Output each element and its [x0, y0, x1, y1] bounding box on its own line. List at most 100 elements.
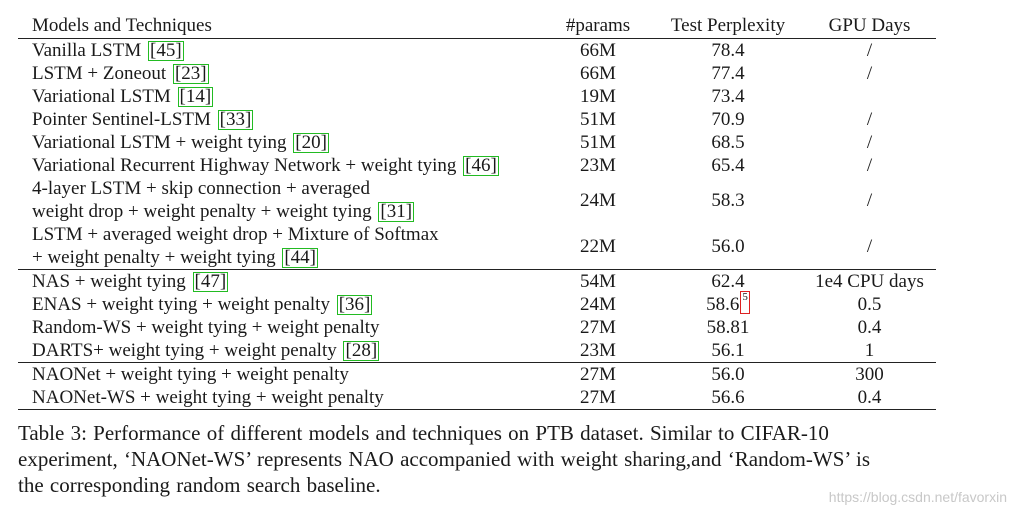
cell-model: LSTM + Zoneout [23]	[18, 62, 543, 85]
cell-gpu-days: /	[866, 132, 873, 153]
cell-params: 27M	[543, 362, 653, 386]
header-perplexity: Test Perplexity	[653, 14, 803, 39]
model-name-text: NAONet-WS + weight tying + weight penalt…	[32, 387, 384, 408]
model-name-text: DARTS+ weight tying + weight penalty	[32, 340, 337, 361]
table-row: Variational Recurrent Highway Network + …	[18, 154, 936, 177]
cell-perplexity: 70.9	[653, 108, 803, 131]
citation-link[interactable]: [20]	[293, 132, 329, 153]
cell-params: 22M	[580, 235, 616, 257]
cell-params: 19M	[580, 86, 616, 107]
citation-link[interactable]: [44]	[282, 247, 318, 268]
table-header-row: Models and Techniques #params Test Perpl…	[18, 14, 936, 39]
table-body: Vanilla LSTM [45] 66M 78.4/LSTM + Zoneout …	[18, 39, 936, 410]
cell-params: 23M	[580, 155, 616, 176]
citation-number: 31	[386, 201, 406, 222]
table-row: 4-layer LSTM + skip connection + average…	[18, 177, 936, 223]
citation-link[interactable]: [33]	[217, 109, 254, 130]
citation-link[interactable]: [36]	[336, 294, 373, 315]
model-name-line: Variational LSTM + weight tying [20]	[32, 131, 543, 154]
cell-gpu-days: /	[866, 63, 873, 84]
model-name-line: Random-WS + weight tying + weight penalt…	[32, 316, 543, 339]
cell-perplexity: 58.81	[653, 316, 803, 339]
cell-gpu-days: 1e4 CPU days	[803, 269, 936, 293]
citation-link[interactable]: [28]	[343, 340, 380, 361]
citation-link[interactable]: [31]	[378, 201, 415, 222]
model-name-text: Variational LSTM + weight tying	[32, 132, 287, 153]
cell-params: 54M	[543, 269, 653, 293]
cell-gpu-days: /	[866, 189, 873, 211]
model-name-line: DARTS+ weight tying + weight penalty [28…	[32, 339, 543, 362]
cell-model: Pointer Sentinel-LSTM [33]	[18, 108, 543, 131]
citation-number: 45	[156, 40, 176, 61]
table-row: Vanilla LSTM [45] 66M 78.4 /	[18, 39, 936, 63]
header-models: Models and Techniques	[18, 14, 543, 39]
cell-perplexity: 62.4	[653, 269, 803, 293]
citation-number: 44	[290, 247, 310, 268]
cell-params: 23M	[580, 340, 616, 361]
model-name-text: LSTM + Zoneout	[32, 63, 167, 84]
citation-link[interactable]: [45]	[148, 40, 184, 61]
citation-number: 23	[181, 63, 201, 84]
cell-params: 66M	[580, 40, 616, 61]
model-name-text: weight drop + weight penalty + weight ty…	[32, 201, 372, 222]
model-name-line: Vanilla LSTM [45]	[32, 39, 543, 62]
cell-gpu-days: /	[866, 155, 873, 176]
cell-perplexity: 65.4	[653, 154, 803, 177]
cell-gpu-days: 0.4	[857, 317, 882, 338]
caption-line: Table 3: Performance of different models…	[18, 421, 829, 445]
cell-gpu-days: 0.5	[857, 294, 882, 315]
cell-perplexity: 56.1	[653, 339, 803, 363]
citation-link[interactable]: [46]	[463, 155, 499, 176]
model-name-text: NAONet + weight tying + weight penalty	[32, 364, 349, 385]
cell-model: ENAS + weight tying + weight penalty [36…	[18, 293, 543, 316]
table-row: Variational LSTM [14] 19M 73.4	[18, 85, 936, 108]
citation-number: 28	[351, 340, 371, 361]
model-name-text: Pointer Sentinel-LSTM	[32, 109, 211, 130]
table-row: DARTS+ weight tying + weight penalty [28…	[18, 339, 936, 363]
cell-model: NAONet + weight tying + weight penalty	[18, 362, 543, 386]
model-name-line: NAONet-WS + weight tying + weight penalt…	[32, 386, 543, 409]
cell-perplexity: 77.4	[653, 62, 803, 85]
citation-number: 46	[471, 155, 491, 176]
cell-gpu-days: 0.4	[803, 386, 936, 410]
table-row: LSTM + Zoneout [23] 66M 77.4 /	[18, 62, 936, 85]
model-name-text: NAS + weight tying	[32, 271, 186, 292]
citation-link[interactable]: [47]	[192, 271, 229, 292]
cell-perplexity: 78.4	[653, 39, 803, 63]
model-name-line: ENAS + weight tying + weight penalty [36…	[32, 293, 543, 316]
cell-perplexity: 58.6 5	[653, 291, 803, 316]
table-caption: Table 3: Performance of different models…	[18, 420, 968, 498]
model-name-line: NAONet + weight tying + weight penalty	[32, 363, 543, 386]
cell-params: 27M	[580, 317, 616, 338]
citation-number: 20	[301, 132, 321, 153]
header-gpu-days: GPU Days	[803, 14, 936, 39]
cell-model: Random-WS + weight tying + weight penalt…	[18, 316, 543, 339]
table-row: Random-WS + weight tying + weight penalt…	[18, 316, 936, 339]
cell-params: 66M	[580, 63, 616, 84]
citation-link[interactable]: [14]	[177, 86, 214, 107]
cell-perplexity: 56.6	[653, 386, 803, 410]
table-row: NAONet + weight tying + weight penalty 27…	[18, 362, 936, 386]
footnote-link[interactable]: 5	[740, 291, 750, 314]
perplexity-value: 73.4	[711, 86, 745, 107]
cell-params: 51M	[580, 109, 616, 130]
citation-link[interactable]: [23]	[172, 63, 209, 84]
model-name-line: Pointer Sentinel-LSTM [33]	[32, 108, 543, 131]
perplexity-value: 56.0	[711, 364, 745, 385]
cell-params: 24M	[580, 294, 616, 315]
perplexity-value: 77.4	[711, 63, 745, 84]
model-name-line: LSTM + Zoneout [23]	[32, 62, 543, 85]
perplexity-value: 62.4	[711, 271, 745, 292]
model-name-line: NAS + weight tying [47]	[32, 270, 543, 293]
cell-perplexity: 68.5	[653, 131, 803, 154]
cell-model: 4-layer LSTM + skip connection + average…	[18, 177, 543, 223]
perplexity-value: 58.6	[706, 294, 740, 315]
table-row: Pointer Sentinel-LSTM [33] 51M 70.9 /	[18, 108, 936, 131]
perplexity-value: 65.4	[711, 155, 745, 176]
cell-model: Variational LSTM + weight tying [20]	[18, 131, 543, 154]
cell-model: DARTS+ weight tying + weight penalty [28…	[18, 339, 543, 363]
cell-model: NAS + weight tying [47]	[18, 269, 543, 293]
cell-perplexity: 73.4	[653, 85, 803, 108]
cell-model: Variational LSTM [14]	[18, 85, 543, 108]
model-name-text: 4-layer LSTM + skip connection + average…	[32, 178, 370, 199]
